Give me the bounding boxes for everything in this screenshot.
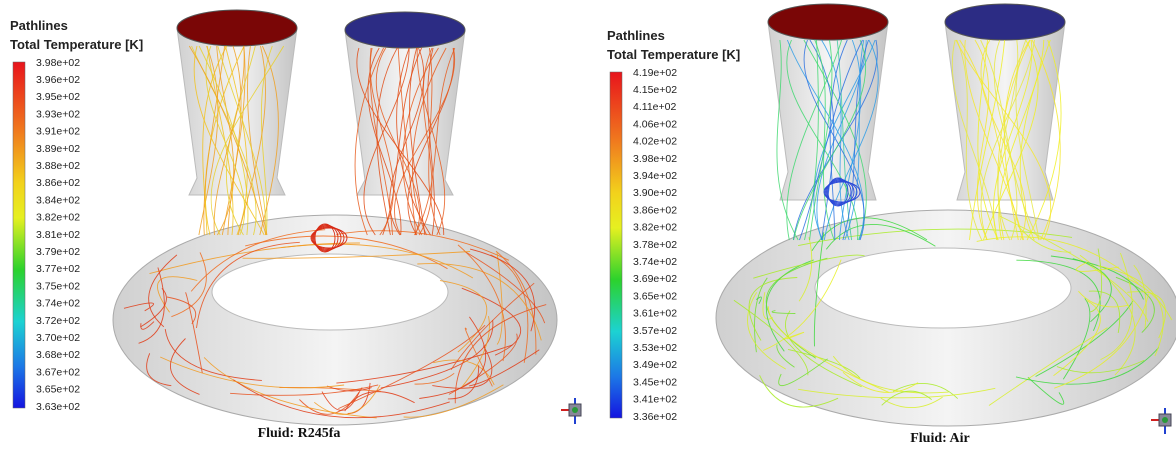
colorbar-label: 3.88e+02 bbox=[36, 160, 80, 172]
legend-title: Pathlines bbox=[607, 28, 665, 43]
colorbar-label: 3.89e+02 bbox=[36, 143, 80, 155]
colorbar-label: 3.72e+02 bbox=[36, 315, 80, 327]
colorbar-label: 3.65e+02 bbox=[36, 384, 80, 396]
panel: Pathlines Total Temperature [K] 4.19e+02 4.… bbox=[607, 4, 1176, 446]
colorbar-label: 3.69e+02 bbox=[633, 273, 677, 285]
colorbar-label: 3.61e+02 bbox=[633, 308, 677, 320]
colorbar-label: 4.02e+02 bbox=[633, 136, 677, 148]
colorbar bbox=[13, 62, 25, 408]
colorbar-label: 3.49e+02 bbox=[633, 359, 677, 371]
colorbar-label: 3.74e+02 bbox=[36, 298, 80, 310]
colorbar-label: 3.79e+02 bbox=[36, 246, 80, 258]
torus-hole bbox=[212, 254, 448, 330]
colorbar-label: 3.74e+02 bbox=[633, 256, 677, 268]
chimney bbox=[345, 30, 465, 195]
colorbar-label: 3.86e+02 bbox=[36, 177, 80, 189]
colorbar-label: 3.98e+02 bbox=[633, 153, 677, 165]
colorbar-label: 4.15e+02 bbox=[633, 84, 677, 96]
triad-dot bbox=[1162, 417, 1168, 423]
outlet-cap bbox=[768, 4, 888, 40]
colorbar-label: 3.96e+02 bbox=[36, 74, 80, 86]
colorbar-label: 3.36e+02 bbox=[633, 411, 677, 423]
legend-subtitle: Total Temperature [K] bbox=[607, 47, 740, 62]
panel: Pathlines Total Temperature [K] 3.98e+02 3.… bbox=[10, 10, 581, 441]
colorbar-label: 3.78e+02 bbox=[633, 239, 677, 251]
colorbar-label: 4.19e+02 bbox=[633, 67, 677, 79]
torus-hole bbox=[815, 248, 1071, 328]
colorbar-label: 3.81e+02 bbox=[36, 229, 80, 241]
legend-title: Pathlines bbox=[10, 18, 68, 33]
colorbar-label: 3.82e+02 bbox=[633, 222, 677, 234]
colorbar-label: 3.94e+02 bbox=[633, 170, 677, 182]
colorbar-label: 3.93e+02 bbox=[36, 108, 80, 120]
colorbar-label: 3.45e+02 bbox=[633, 376, 677, 388]
colorbar-label: 3.41e+02 bbox=[633, 394, 677, 406]
colorbar-label: 3.82e+02 bbox=[36, 212, 80, 224]
colorbar-label: 3.63e+02 bbox=[36, 401, 80, 413]
inlet-cap bbox=[345, 12, 465, 48]
colorbar-label: 3.75e+02 bbox=[36, 280, 80, 292]
inlet-cap bbox=[945, 4, 1065, 40]
colorbar-label: 4.11e+02 bbox=[633, 101, 676, 113]
chimney bbox=[768, 22, 888, 200]
colorbar-label: 3.57e+02 bbox=[633, 325, 677, 337]
colorbar-label: 3.91e+02 bbox=[36, 126, 80, 138]
colorbar-label: 3.98e+02 bbox=[36, 57, 80, 69]
colorbar-label: 3.70e+02 bbox=[36, 332, 80, 344]
legend-subtitle: Total Temperature [K] bbox=[10, 37, 143, 52]
caption: Fluid: R245fa bbox=[258, 426, 341, 441]
figure: Pathlines Total Temperature [K] 3.98e+02 3.… bbox=[0, 0, 1176, 450]
colorbar-label: 3.90e+02 bbox=[633, 187, 677, 199]
triad-dot bbox=[572, 407, 578, 413]
outlet-cap bbox=[177, 10, 297, 46]
colorbar-label: 3.77e+02 bbox=[36, 263, 80, 275]
colorbar-label: 4.06e+02 bbox=[633, 118, 677, 130]
colorbar-label: 3.53e+02 bbox=[633, 342, 677, 354]
colorbar bbox=[610, 72, 622, 418]
caption: Fluid: Air bbox=[910, 431, 970, 446]
colorbar-label: 3.84e+02 bbox=[36, 194, 80, 206]
colorbar-label: 3.86e+02 bbox=[633, 204, 677, 216]
colorbar-label: 3.68e+02 bbox=[36, 349, 80, 361]
colorbar-label: 3.67e+02 bbox=[36, 366, 80, 378]
colorbar-label: 3.95e+02 bbox=[36, 91, 80, 103]
colorbar-label: 3.65e+02 bbox=[633, 290, 677, 302]
